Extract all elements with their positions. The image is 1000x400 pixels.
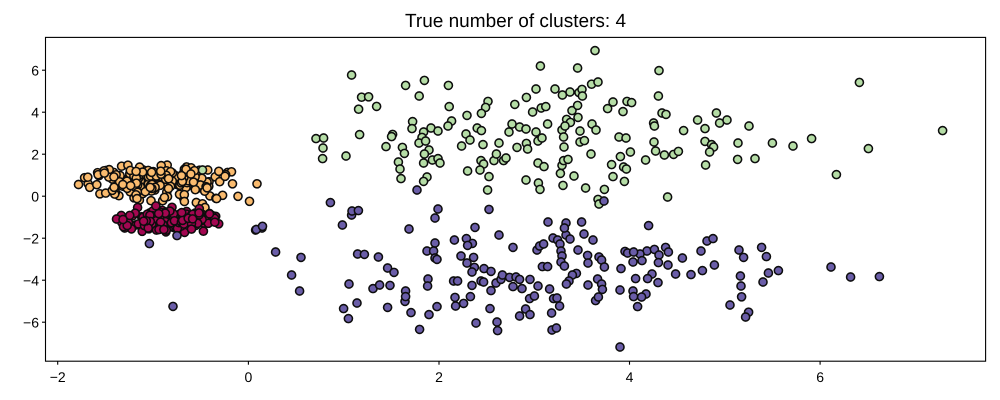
svg-text:−6: −6	[23, 315, 39, 331]
svg-text:6: 6	[816, 369, 824, 385]
svg-text:−4: −4	[23, 273, 39, 289]
svg-text:0: 0	[31, 189, 39, 205]
svg-text:4: 4	[626, 369, 634, 385]
svg-text:4: 4	[31, 105, 39, 121]
svg-text:2: 2	[435, 369, 443, 385]
svg-text:−2: −2	[23, 231, 39, 247]
svg-text:6: 6	[31, 63, 39, 79]
svg-text:2: 2	[31, 147, 39, 163]
svg-text:0: 0	[245, 369, 253, 385]
svg-text:True number of clusters: 4: True number of clusters: 4	[405, 11, 626, 32]
svg-text:−2: −2	[50, 369, 66, 385]
